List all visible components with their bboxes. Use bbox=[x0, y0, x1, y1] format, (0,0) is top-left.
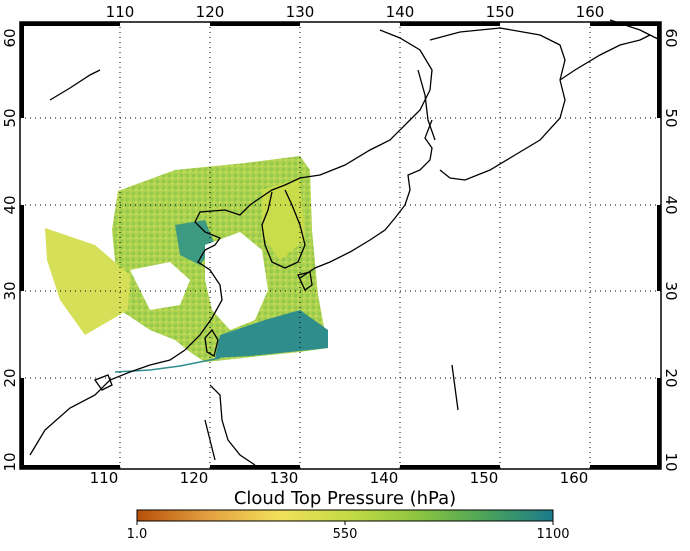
coastline-kamchatka bbox=[439, 34, 651, 181]
coastline-okhotsk bbox=[429, 27, 566, 81]
colorbar-gradient bbox=[136, 509, 554, 522]
lon-label-bottom-120: 120 bbox=[180, 469, 209, 487]
lat-label-right-40: 40 bbox=[662, 195, 680, 214]
lon-label-top-120: 120 bbox=[196, 3, 225, 21]
lat-label-right-10: 10 bbox=[662, 452, 680, 471]
frame-checker bbox=[20, 22, 661, 469]
lon-labels-bottom: 110 120 130 140 150 160 bbox=[90, 469, 589, 487]
coastline-philippines bbox=[204, 384, 256, 466]
coastline-marianas bbox=[451, 364, 459, 411]
lon-label-bottom-150: 150 bbox=[470, 469, 499, 487]
clear-sky-west bbox=[130, 262, 190, 310]
colorbar-max-label: 1100 bbox=[536, 527, 569, 542]
lat-label-left-20: 20 bbox=[1, 368, 19, 387]
coastline-hainan bbox=[93, 374, 113, 391]
coastline-sakhalin bbox=[417, 69, 436, 141]
colorbar-mid-label: 550 bbox=[333, 527, 358, 542]
lon-label-bottom-110: 110 bbox=[90, 469, 119, 487]
lat-label-right-60: 60 bbox=[662, 28, 680, 47]
lat-label-left-30: 30 bbox=[1, 281, 19, 300]
lon-label-top-150: 150 bbox=[486, 3, 515, 21]
lat-label-left-40: 40 bbox=[1, 195, 19, 214]
lon-labels-top: 110 120 130 140 150 160 bbox=[106, 3, 605, 21]
coastline-baikal bbox=[49, 69, 101, 101]
cloud-pressure-swath bbox=[45, 156, 328, 373]
lat-labels-left: 10 20 30 40 50 60 bbox=[1, 28, 19, 471]
swath-left bbox=[45, 228, 130, 335]
lon-label-top-110: 110 bbox=[106, 3, 135, 21]
lon-label-bottom-130: 130 bbox=[270, 469, 299, 487]
lat-label-right-20: 20 bbox=[662, 368, 680, 387]
lon-label-top-130: 130 bbox=[286, 3, 315, 21]
clear-sky-region bbox=[205, 232, 268, 330]
lat-label-right-30: 30 bbox=[662, 281, 680, 300]
coastline-china bbox=[29, 29, 433, 456]
lon-label-bottom-140: 140 bbox=[370, 469, 399, 487]
lon-label-top-160: 160 bbox=[576, 3, 605, 21]
coastline-korea bbox=[261, 189, 306, 269]
colorbar-min-label: 1.0 bbox=[127, 527, 148, 542]
lat-label-left-60: 60 bbox=[1, 28, 19, 47]
swath-yellow-band bbox=[262, 178, 305, 260]
lon-label-top-140: 140 bbox=[386, 3, 415, 21]
colorbar-title: Cloud Top Pressure (hPa) bbox=[234, 488, 456, 509]
lon-label-bottom-160: 160 bbox=[560, 469, 589, 487]
colorbar: Cloud Top Pressure (hPa) 1.0 550 1100 bbox=[127, 488, 570, 542]
lat-labels-right: 10 20 30 40 50 60 bbox=[662, 28, 680, 471]
lat-label-right-50: 50 bbox=[662, 108, 680, 127]
coastline-taiwan bbox=[204, 328, 219, 357]
graticule bbox=[20, 22, 661, 469]
lat-label-left-50: 50 bbox=[1, 108, 19, 127]
lat-label-left-10: 10 bbox=[1, 452, 19, 471]
coastline-kyushu bbox=[297, 271, 313, 291]
